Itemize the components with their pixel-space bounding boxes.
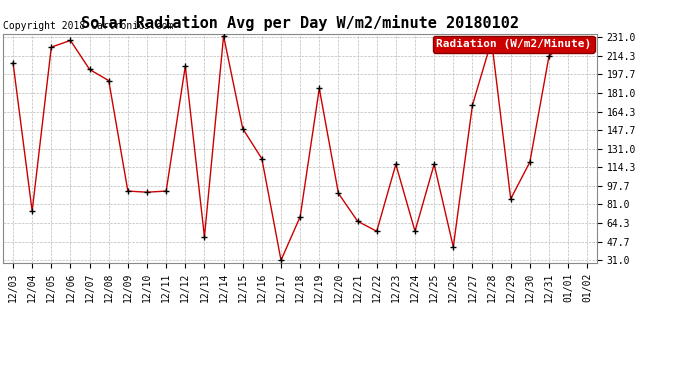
- Text: Copyright 2018 Cartronics.com: Copyright 2018 Cartronics.com: [3, 21, 174, 32]
- Legend: Radiation (W/m2/Minute): Radiation (W/m2/Minute): [433, 36, 595, 52]
- Title: Solar Radiation Avg per Day W/m2/minute 20180102: Solar Radiation Avg per Day W/m2/minute …: [81, 15, 519, 31]
